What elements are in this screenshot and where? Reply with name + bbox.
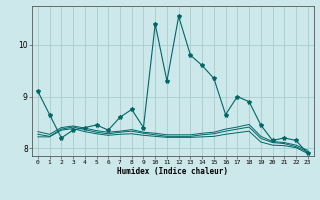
X-axis label: Humidex (Indice chaleur): Humidex (Indice chaleur)	[117, 167, 228, 176]
